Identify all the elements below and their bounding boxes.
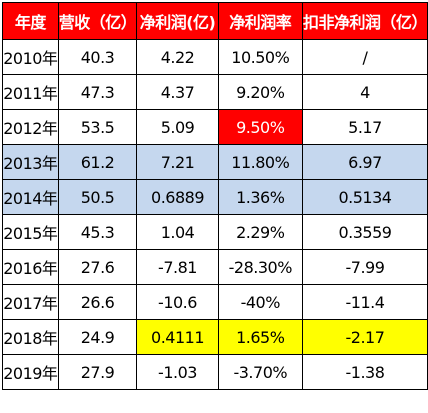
cell-net-profit[interactable]: -1.03 [136, 354, 219, 390]
cell-net-margin[interactable]: -28.30% [217, 249, 303, 285]
cell-net-margin[interactable]: 11.80% [217, 144, 303, 180]
cell-revenue[interactable]: 61.2 [57, 144, 138, 180]
financial-table-sheet: 年度 营收（亿） 净利润(亿) 净利润率 扣非净利润（亿） 2010年 40.3… [2, 2, 428, 390]
cell-revenue[interactable]: 40.3 [57, 39, 138, 75]
cell-year[interactable]: 2014年 [2, 179, 59, 215]
cell-net-margin[interactable]: -40% [217, 284, 303, 320]
cell-net-margin[interactable]: 2.29% [217, 214, 303, 250]
cell-net-profit-highlighted-yellow[interactable]: 0.4111 [136, 319, 219, 355]
cell-year[interactable]: 2018年 [2, 319, 59, 355]
cell-net-margin[interactable]: 9.20% [217, 74, 303, 110]
cell-net-profit[interactable]: -10.6 [136, 284, 219, 320]
cell-net-profit[interactable]: 7.21 [136, 144, 219, 180]
table-row: 2010年 40.3 4.22 10.50% / [2, 39, 428, 75]
cell-revenue[interactable]: 53.5 [57, 109, 138, 145]
cell-net-margin[interactable]: -3.70% [217, 354, 303, 390]
header-revenue[interactable]: 营收（亿） [57, 2, 138, 40]
table-row: 2016年 27.6 -7.81 -28.30% -7.99 [2, 249, 428, 285]
cell-revenue[interactable]: 50.5 [57, 179, 138, 215]
cell-year[interactable]: 2016年 [2, 249, 59, 285]
cell-net-margin[interactable]: 1.36% [217, 179, 303, 215]
financial-table: 年度 营收（亿） 净利润(亿) 净利润率 扣非净利润（亿） 2010年 40.3… [2, 2, 428, 390]
header-year[interactable]: 年度 [2, 2, 59, 40]
cell-revenue[interactable]: 45.3 [57, 214, 138, 250]
cell-adjusted-net-profit[interactable]: 0.3559 [301, 214, 428, 250]
cell-year[interactable]: 2019年 [2, 354, 59, 390]
table-header-row: 年度 营收（亿） 净利润(亿) 净利润率 扣非净利润（亿） [2, 2, 428, 40]
cell-adjusted-net-profit[interactable]: 4 [301, 74, 428, 110]
cell-revenue[interactable]: 26.6 [57, 284, 138, 320]
cell-year[interactable]: 2013年 [2, 144, 59, 180]
header-net-profit[interactable]: 净利润(亿) [136, 2, 219, 40]
cell-net-profit[interactable]: 1.04 [136, 214, 219, 250]
cell-adjusted-net-profit[interactable]: 5.17 [301, 109, 428, 145]
cell-year[interactable]: 2010年 [2, 39, 59, 75]
cell-adjusted-net-profit[interactable]: 6.97 [301, 144, 428, 180]
cell-net-margin-highlighted-red[interactable]: 9.50% [217, 109, 303, 145]
cell-adjusted-net-profit[interactable]: -1.38 [301, 354, 428, 390]
cell-adjusted-net-profit[interactable]: -7.99 [301, 249, 428, 285]
header-net-margin[interactable]: 净利润率 [217, 2, 303, 40]
cell-net-profit[interactable]: 0.6889 [136, 179, 219, 215]
cell-adjusted-net-profit[interactable]: / [301, 39, 428, 75]
cell-net-profit[interactable]: 4.37 [136, 74, 219, 110]
cell-year[interactable]: 2015年 [2, 214, 59, 250]
table-row: 2012年 53.5 5.09 9.50% 5.17 [2, 109, 428, 145]
cell-year[interactable]: 2012年 [2, 109, 59, 145]
table-row-highlighted-blue: 2014年 50.5 0.6889 1.36% 0.5134 [2, 179, 428, 215]
cell-adjusted-net-profit[interactable]: -11.4 [301, 284, 428, 320]
cell-adjusted-net-profit[interactable]: 0.5134 [301, 179, 428, 215]
cell-net-profit[interactable]: -7.81 [136, 249, 219, 285]
table-row: 2011年 47.3 4.37 9.20% 4 [2, 74, 428, 110]
table-row: 2018年 24.9 0.4111 1.65% -2.17 [2, 319, 428, 355]
cell-adjusted-net-profit-highlighted-yellow[interactable]: -2.17 [301, 319, 428, 355]
table-row: 2019年 27.9 -1.03 -3.70% -1.38 [2, 354, 428, 390]
cell-revenue[interactable]: 27.6 [57, 249, 138, 285]
table-row: 2015年 45.3 1.04 2.29% 0.3559 [2, 214, 428, 250]
cell-year[interactable]: 2011年 [2, 74, 59, 110]
cell-revenue[interactable]: 24.9 [57, 319, 138, 355]
cell-year[interactable]: 2017年 [2, 284, 59, 320]
table-row-highlighted-blue: 2013年 61.2 7.21 11.80% 6.97 [2, 144, 428, 180]
cell-net-profit[interactable]: 5.09 [136, 109, 219, 145]
cell-net-profit[interactable]: 4.22 [136, 39, 219, 75]
cell-net-margin-highlighted-yellow[interactable]: 1.65% [217, 319, 303, 355]
cell-revenue[interactable]: 47.3 [57, 74, 138, 110]
table-row: 2017年 26.6 -10.6 -40% -11.4 [2, 284, 428, 320]
cell-revenue[interactable]: 27.9 [57, 354, 138, 390]
cell-net-margin[interactable]: 10.50% [217, 39, 303, 75]
header-adjusted-net-profit[interactable]: 扣非净利润（亿） [301, 2, 428, 40]
